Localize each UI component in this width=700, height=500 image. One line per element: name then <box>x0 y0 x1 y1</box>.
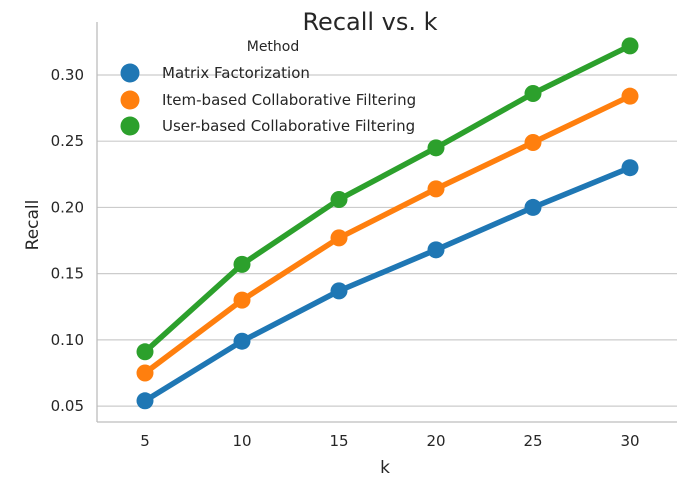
data-point <box>621 87 639 105</box>
data-point <box>136 364 154 382</box>
y-tick-label: 0.10 <box>51 331 84 349</box>
axes <box>96 22 677 423</box>
series-lines <box>142 43 633 404</box>
y-tick-labels: 0.05 0.10 0.15 0.20 0.25 0.30 <box>51 66 84 415</box>
data-point <box>233 255 251 273</box>
data-point <box>136 343 154 361</box>
data-point <box>524 134 542 152</box>
data-point <box>330 282 348 300</box>
data-points <box>136 37 639 410</box>
y-tick-label: 0.25 <box>51 132 84 150</box>
chart-title: Recall vs. k <box>302 8 437 36</box>
data-point <box>233 332 251 350</box>
legend-title: Method <box>247 39 300 55</box>
x-axis-label: k <box>380 458 390 478</box>
y-tick-label: 0.05 <box>51 397 84 415</box>
y-tick-label: 0.30 <box>51 66 84 84</box>
y-tick-label: 0.15 <box>51 265 84 283</box>
data-point <box>330 229 348 247</box>
x-tick-label: 15 <box>329 432 348 450</box>
x-tick-label: 25 <box>523 432 542 450</box>
data-point <box>621 37 639 55</box>
data-point <box>427 241 445 259</box>
data-point <box>427 180 445 198</box>
data-point <box>524 85 542 103</box>
x-tick-label: 10 <box>232 432 251 450</box>
x-tick-label: 5 <box>140 432 150 450</box>
legend-marker <box>120 116 140 136</box>
data-point <box>621 159 639 177</box>
data-point <box>427 139 445 157</box>
legend-entry-label: Matrix Factorization <box>162 64 310 82</box>
series-line-2 <box>142 93 633 376</box>
data-point <box>136 392 154 410</box>
legend-entry-label: Item-based Collaborative Filtering <box>162 91 416 109</box>
legend: Method Matrix Factorization Item-based Co… <box>120 39 416 136</box>
legend-marker <box>120 63 140 83</box>
x-tick-labels: 5 10 15 20 25 30 <box>140 432 639 450</box>
y-axis-label: Recall <box>23 200 43 251</box>
legend-marker <box>120 90 140 110</box>
legend-entry-label: User-based Collaborative Filtering <box>162 117 415 135</box>
y-tick-label: 0.20 <box>51 198 84 216</box>
data-point <box>233 291 251 309</box>
data-point <box>330 190 348 208</box>
x-tick-label: 20 <box>426 432 445 450</box>
series-line-1 <box>142 164 633 404</box>
x-tick-label: 30 <box>620 432 639 450</box>
series-line-3 <box>142 43 633 355</box>
data-point <box>524 198 542 216</box>
